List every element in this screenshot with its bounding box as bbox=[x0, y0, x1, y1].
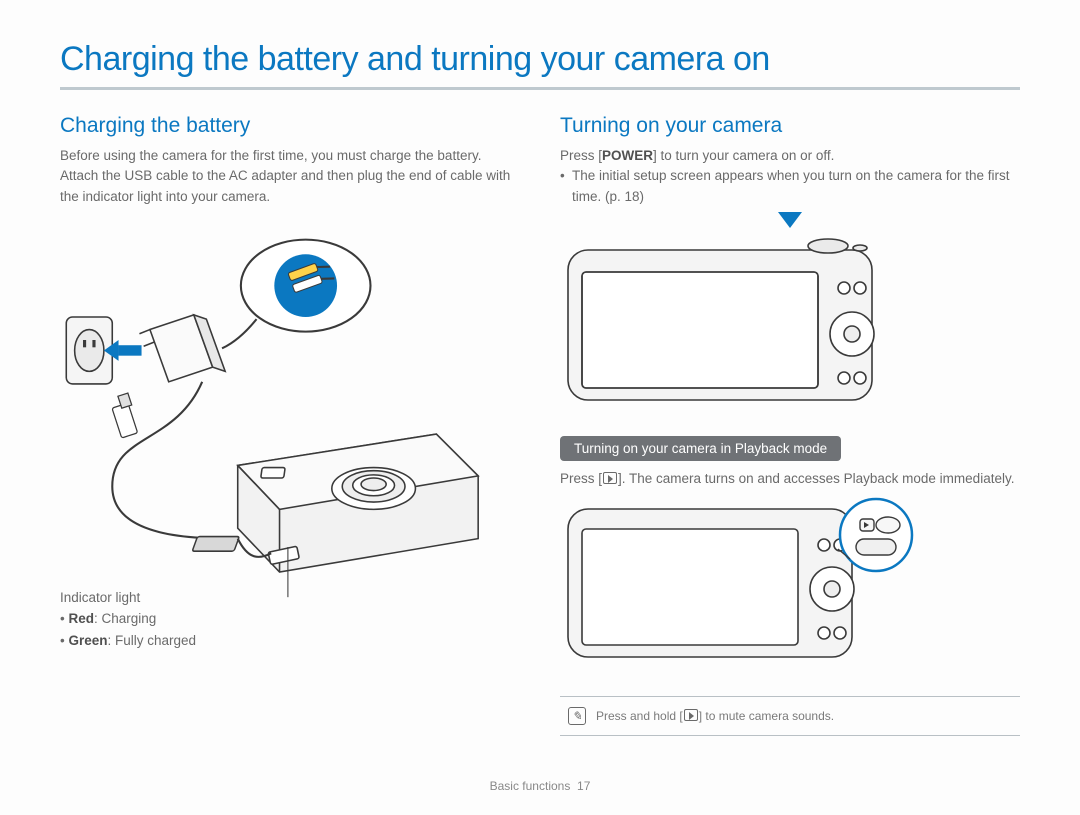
indicator-green-desc: : Fully charged bbox=[108, 633, 197, 648]
tip-text: Press and hold [ ] to mute camera sounds. bbox=[596, 709, 834, 723]
power-pre: Press [ bbox=[560, 148, 602, 163]
play-post: ]. The camera turns on and accesses Play… bbox=[618, 471, 1014, 486]
page-footer: Basic functions 17 bbox=[0, 779, 1080, 793]
tip-pre: Press and hold [ bbox=[596, 709, 683, 723]
playback-icon-small bbox=[684, 709, 698, 721]
camera-back-illustration-1 bbox=[560, 234, 1020, 414]
playback-line: Press [ ]. The camera turns on and access… bbox=[560, 469, 1020, 489]
left-column: Charging the battery Before using the ca… bbox=[60, 114, 520, 736]
left-paragraph: Before using the camera for the first ti… bbox=[60, 146, 520, 207]
indicator-red-desc: : Charging bbox=[94, 611, 156, 626]
page-title: Charging the battery and turning your ca… bbox=[60, 40, 1020, 90]
power-bullet-text: The initial setup screen appears when yo… bbox=[572, 166, 1020, 208]
down-arrow-icon bbox=[778, 212, 802, 228]
playback-icon bbox=[603, 472, 617, 484]
left-heading: Charging the battery bbox=[60, 114, 520, 138]
power-line: Press [POWER] to turn your camera on or … bbox=[560, 146, 1020, 166]
play-pre: Press [ bbox=[560, 471, 602, 486]
indicator-item-red: • Red: Charging bbox=[60, 608, 520, 630]
right-column: Turning on your camera Press [POWER] to … bbox=[560, 114, 1020, 736]
right-heading: Turning on your camera bbox=[560, 114, 1020, 138]
footer-section: Basic functions bbox=[490, 779, 571, 793]
charging-diagram bbox=[60, 225, 520, 575]
tip-box: ✎ Press and hold [ ] to mute camera sound… bbox=[560, 696, 1020, 736]
power-bold: POWER bbox=[602, 148, 653, 163]
indicator-red-name: Red bbox=[68, 611, 94, 626]
power-bullet: •The initial setup screen appears when y… bbox=[560, 166, 1020, 208]
camera-back-illustration-2 bbox=[560, 489, 1020, 674]
power-post: ] to turn your camera on or off. bbox=[653, 148, 834, 163]
indicator-item-green: • Green: Fully charged bbox=[60, 630, 520, 652]
tip-post: ] to mute camera sounds. bbox=[699, 709, 834, 723]
note-icon: ✎ bbox=[568, 707, 586, 725]
footer-page: 17 bbox=[577, 779, 590, 793]
playback-pill: Turning on your camera in Playback mode bbox=[560, 436, 841, 461]
indicator-green-name: Green bbox=[68, 633, 107, 648]
